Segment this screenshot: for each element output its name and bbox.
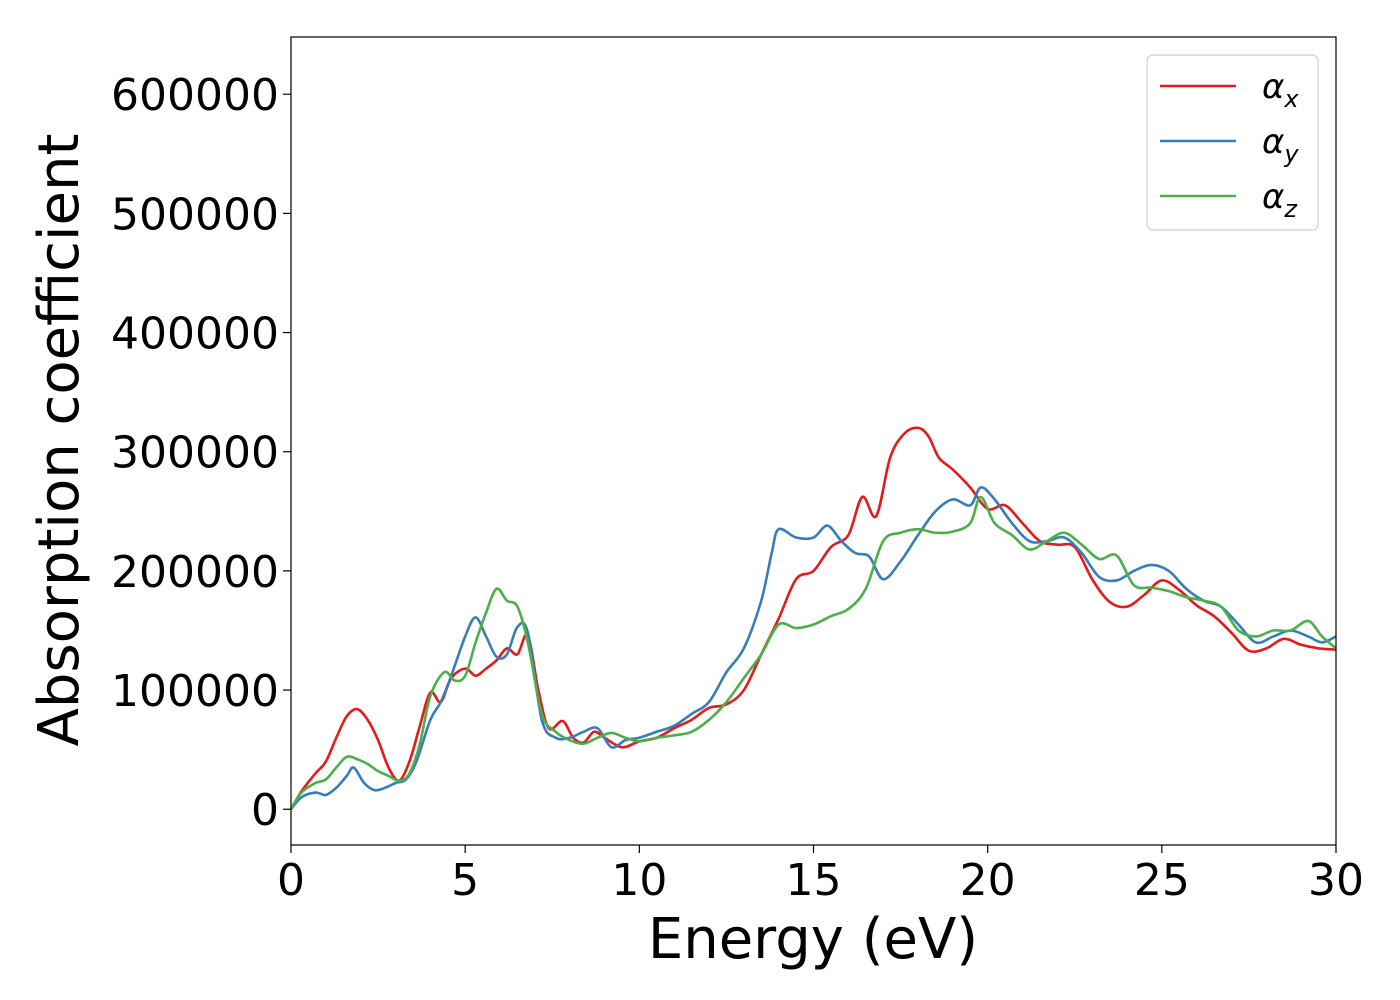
legend-symbol: α — [1262, 67, 1284, 107]
x-tick-label: 30 — [1308, 855, 1364, 906]
series-layer — [291, 426, 1336, 811]
x-tick-label: 20 — [960, 855, 1016, 906]
legend-box — [1146, 54, 1319, 231]
x-tick-label: 5 — [451, 855, 479, 906]
x-tick-label: 10 — [611, 855, 667, 906]
y-tick-label: 100000 — [111, 666, 279, 717]
x-tick-label: 0 — [277, 855, 305, 906]
x-axis-title: Energy (eV) — [648, 907, 978, 972]
legend-label-y: αy — [1262, 122, 1299, 168]
legend-label-z: αz — [1262, 177, 1298, 223]
legend-subscript: y — [1283, 140, 1299, 168]
series-line-z — [291, 495, 1336, 810]
legend-subscript: z — [1283, 195, 1298, 223]
y-tick-label: 400000 — [111, 309, 279, 360]
legend-label-x: αx — [1262, 67, 1299, 113]
y-tick-label: 200000 — [111, 547, 279, 598]
y-axis-title: Absorption coefficient — [27, 134, 92, 747]
y-tick-label: 0 — [251, 785, 279, 836]
legend-symbol: α — [1262, 122, 1284, 162]
legend-subscript: x — [1283, 85, 1299, 113]
y-tick-label: 600000 — [111, 70, 279, 121]
legend-symbol: α — [1262, 177, 1284, 217]
series-line-x — [291, 426, 1336, 810]
x-tick-label: 25 — [1134, 855, 1190, 906]
y-tick-label: 500000 — [111, 189, 279, 240]
y-tick-label: 300000 — [111, 428, 279, 479]
series-line-y — [291, 486, 1336, 811]
axes-layer: 0 5 10 15 20 25 30 0 100000 200000 300000 400000 500… — [111, 36, 1364, 906]
x-tick-label: 15 — [786, 855, 842, 906]
